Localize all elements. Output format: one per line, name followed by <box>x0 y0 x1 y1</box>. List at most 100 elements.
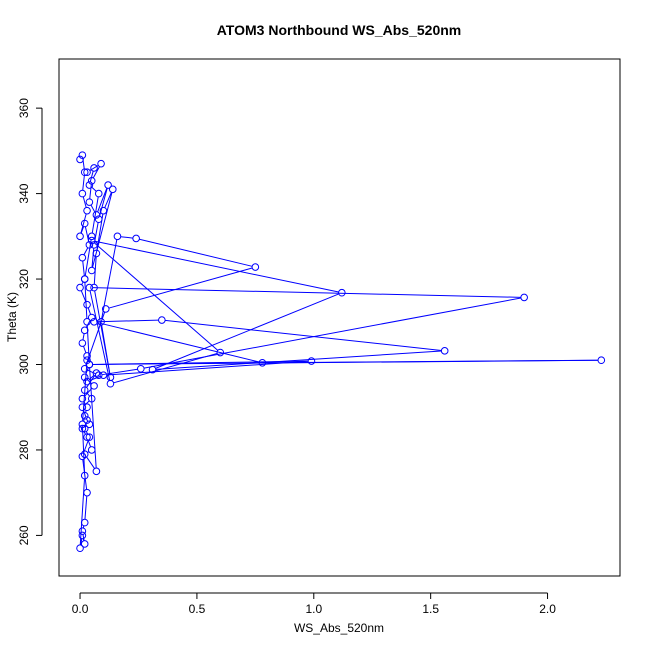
data-point <box>90 317 98 326</box>
series-segment <box>104 192 112 208</box>
data-point <box>83 300 91 309</box>
data-point <box>83 352 91 360</box>
data-point <box>76 283 84 292</box>
data-point <box>80 450 89 459</box>
data-point <box>101 305 110 313</box>
series-segment <box>90 204 96 213</box>
series-segment <box>94 222 99 242</box>
data-point <box>78 151 87 159</box>
data-point <box>94 189 103 198</box>
series-segment <box>120 236 133 239</box>
data-point <box>94 371 103 379</box>
series-segment <box>85 418 89 422</box>
series-segment <box>82 459 88 490</box>
data-point <box>78 527 87 535</box>
series-segment <box>82 333 85 340</box>
series-segment <box>83 410 87 418</box>
data-point <box>80 373 89 382</box>
y-tick-label: 320 <box>17 269 31 289</box>
data-point <box>87 446 96 454</box>
data-point <box>216 348 225 357</box>
data-point <box>85 433 94 441</box>
series-segment <box>93 242 219 351</box>
series-segment <box>84 282 88 319</box>
data-point <box>251 263 260 271</box>
series-segment <box>89 171 94 182</box>
data-point <box>83 377 91 386</box>
series-segment <box>165 319 442 351</box>
data-point <box>80 424 89 433</box>
series-points <box>76 151 606 553</box>
data-point <box>83 488 91 497</box>
data-point <box>83 403 91 412</box>
series-segment <box>82 175 85 191</box>
series-segment <box>89 290 111 381</box>
x-tick-label: 0.0 <box>72 602 89 616</box>
series-segment <box>82 427 86 473</box>
data-point <box>520 293 528 302</box>
data-point <box>80 411 89 420</box>
series-segment <box>80 290 87 302</box>
data-point <box>83 433 91 441</box>
series-segment <box>82 260 85 276</box>
data-point <box>92 467 101 476</box>
data-point <box>338 288 346 297</box>
data-point <box>83 356 91 365</box>
data-point <box>87 313 96 322</box>
x-tick-label: 0.5 <box>189 602 206 616</box>
x-axis: 0.0 0.5 1.0 1.5 2.0 <box>72 592 556 616</box>
y-tick-label: 360 <box>17 98 31 118</box>
x-tick-label: 1.0 <box>305 602 322 616</box>
series-segment <box>87 369 96 375</box>
x-tick-label: 2.0 <box>539 602 556 616</box>
data-point <box>90 382 98 390</box>
data-point <box>87 394 96 403</box>
data-point <box>440 347 449 355</box>
data-point <box>113 232 122 241</box>
data-point <box>87 176 96 185</box>
y-tick-label: 300 <box>17 354 31 374</box>
data-point <box>94 215 103 224</box>
series-segment <box>81 281 84 285</box>
series-segment <box>80 226 85 234</box>
series-segment <box>91 196 99 234</box>
data-point <box>76 155 84 164</box>
data-point <box>92 369 101 377</box>
data-point <box>80 168 89 177</box>
data-point <box>83 206 91 215</box>
series-segment <box>86 456 95 469</box>
data-point <box>78 420 87 429</box>
series-segment <box>99 188 108 217</box>
y-axis-label: Theta (K) <box>5 292 19 342</box>
series-segment <box>84 226 90 242</box>
series-lines <box>79 158 599 546</box>
data-point <box>97 159 105 168</box>
data-point <box>90 164 98 172</box>
x-tick-label: 1.5 <box>422 602 439 616</box>
y-axis: 260 280 300 320 340 360 <box>17 98 43 545</box>
data-point <box>92 211 101 219</box>
series-segment <box>97 187 108 213</box>
series-segment <box>113 352 218 384</box>
data-point <box>76 232 84 241</box>
series-segment <box>84 239 92 276</box>
data-point <box>90 283 98 292</box>
data-point <box>83 168 91 177</box>
data-point <box>78 339 87 347</box>
series-segment <box>87 440 92 448</box>
data-point <box>85 283 94 292</box>
series-segment <box>92 287 521 298</box>
series-segment <box>82 363 88 422</box>
series-segment <box>85 311 106 366</box>
y-tick-label: 340 <box>17 183 31 203</box>
data-point <box>597 356 606 365</box>
data-point <box>80 219 89 228</box>
data-point <box>158 316 166 324</box>
data-point <box>78 424 87 433</box>
data-point <box>85 241 94 249</box>
data-point <box>104 181 112 189</box>
series-segment <box>89 374 95 380</box>
data-point <box>80 364 89 373</box>
x-axis-label: WS_Abs_520nm <box>294 621 384 635</box>
